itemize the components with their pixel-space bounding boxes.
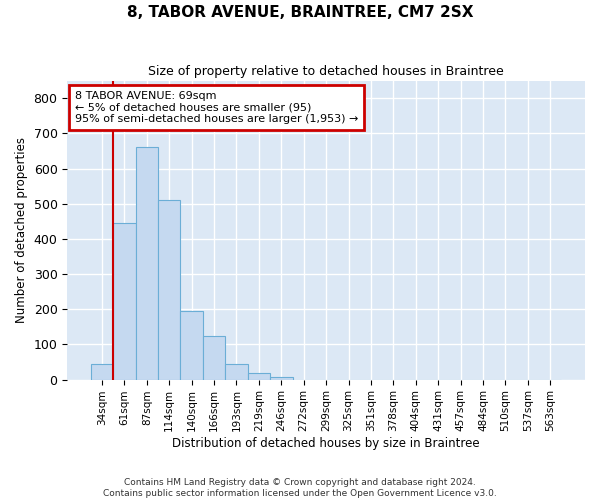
Bar bbox=[225, 364, 248, 380]
Bar bbox=[136, 148, 158, 380]
Y-axis label: Number of detached properties: Number of detached properties bbox=[15, 137, 28, 323]
Bar bbox=[113, 223, 136, 380]
Bar bbox=[181, 311, 203, 380]
X-axis label: Distribution of detached houses by size in Braintree: Distribution of detached houses by size … bbox=[172, 437, 480, 450]
Bar bbox=[270, 377, 293, 380]
Bar bbox=[203, 336, 225, 380]
Bar bbox=[248, 372, 270, 380]
Title: Size of property relative to detached houses in Braintree: Size of property relative to detached ho… bbox=[148, 65, 504, 78]
Bar bbox=[158, 200, 181, 380]
Bar bbox=[91, 364, 113, 380]
Text: 8, TABOR AVENUE, BRAINTREE, CM7 2SX: 8, TABOR AVENUE, BRAINTREE, CM7 2SX bbox=[127, 5, 473, 20]
Text: 8 TABOR AVENUE: 69sqm
← 5% of detached houses are smaller (95)
95% of semi-detac: 8 TABOR AVENUE: 69sqm ← 5% of detached h… bbox=[75, 91, 358, 124]
Text: Contains HM Land Registry data © Crown copyright and database right 2024.
Contai: Contains HM Land Registry data © Crown c… bbox=[103, 478, 497, 498]
